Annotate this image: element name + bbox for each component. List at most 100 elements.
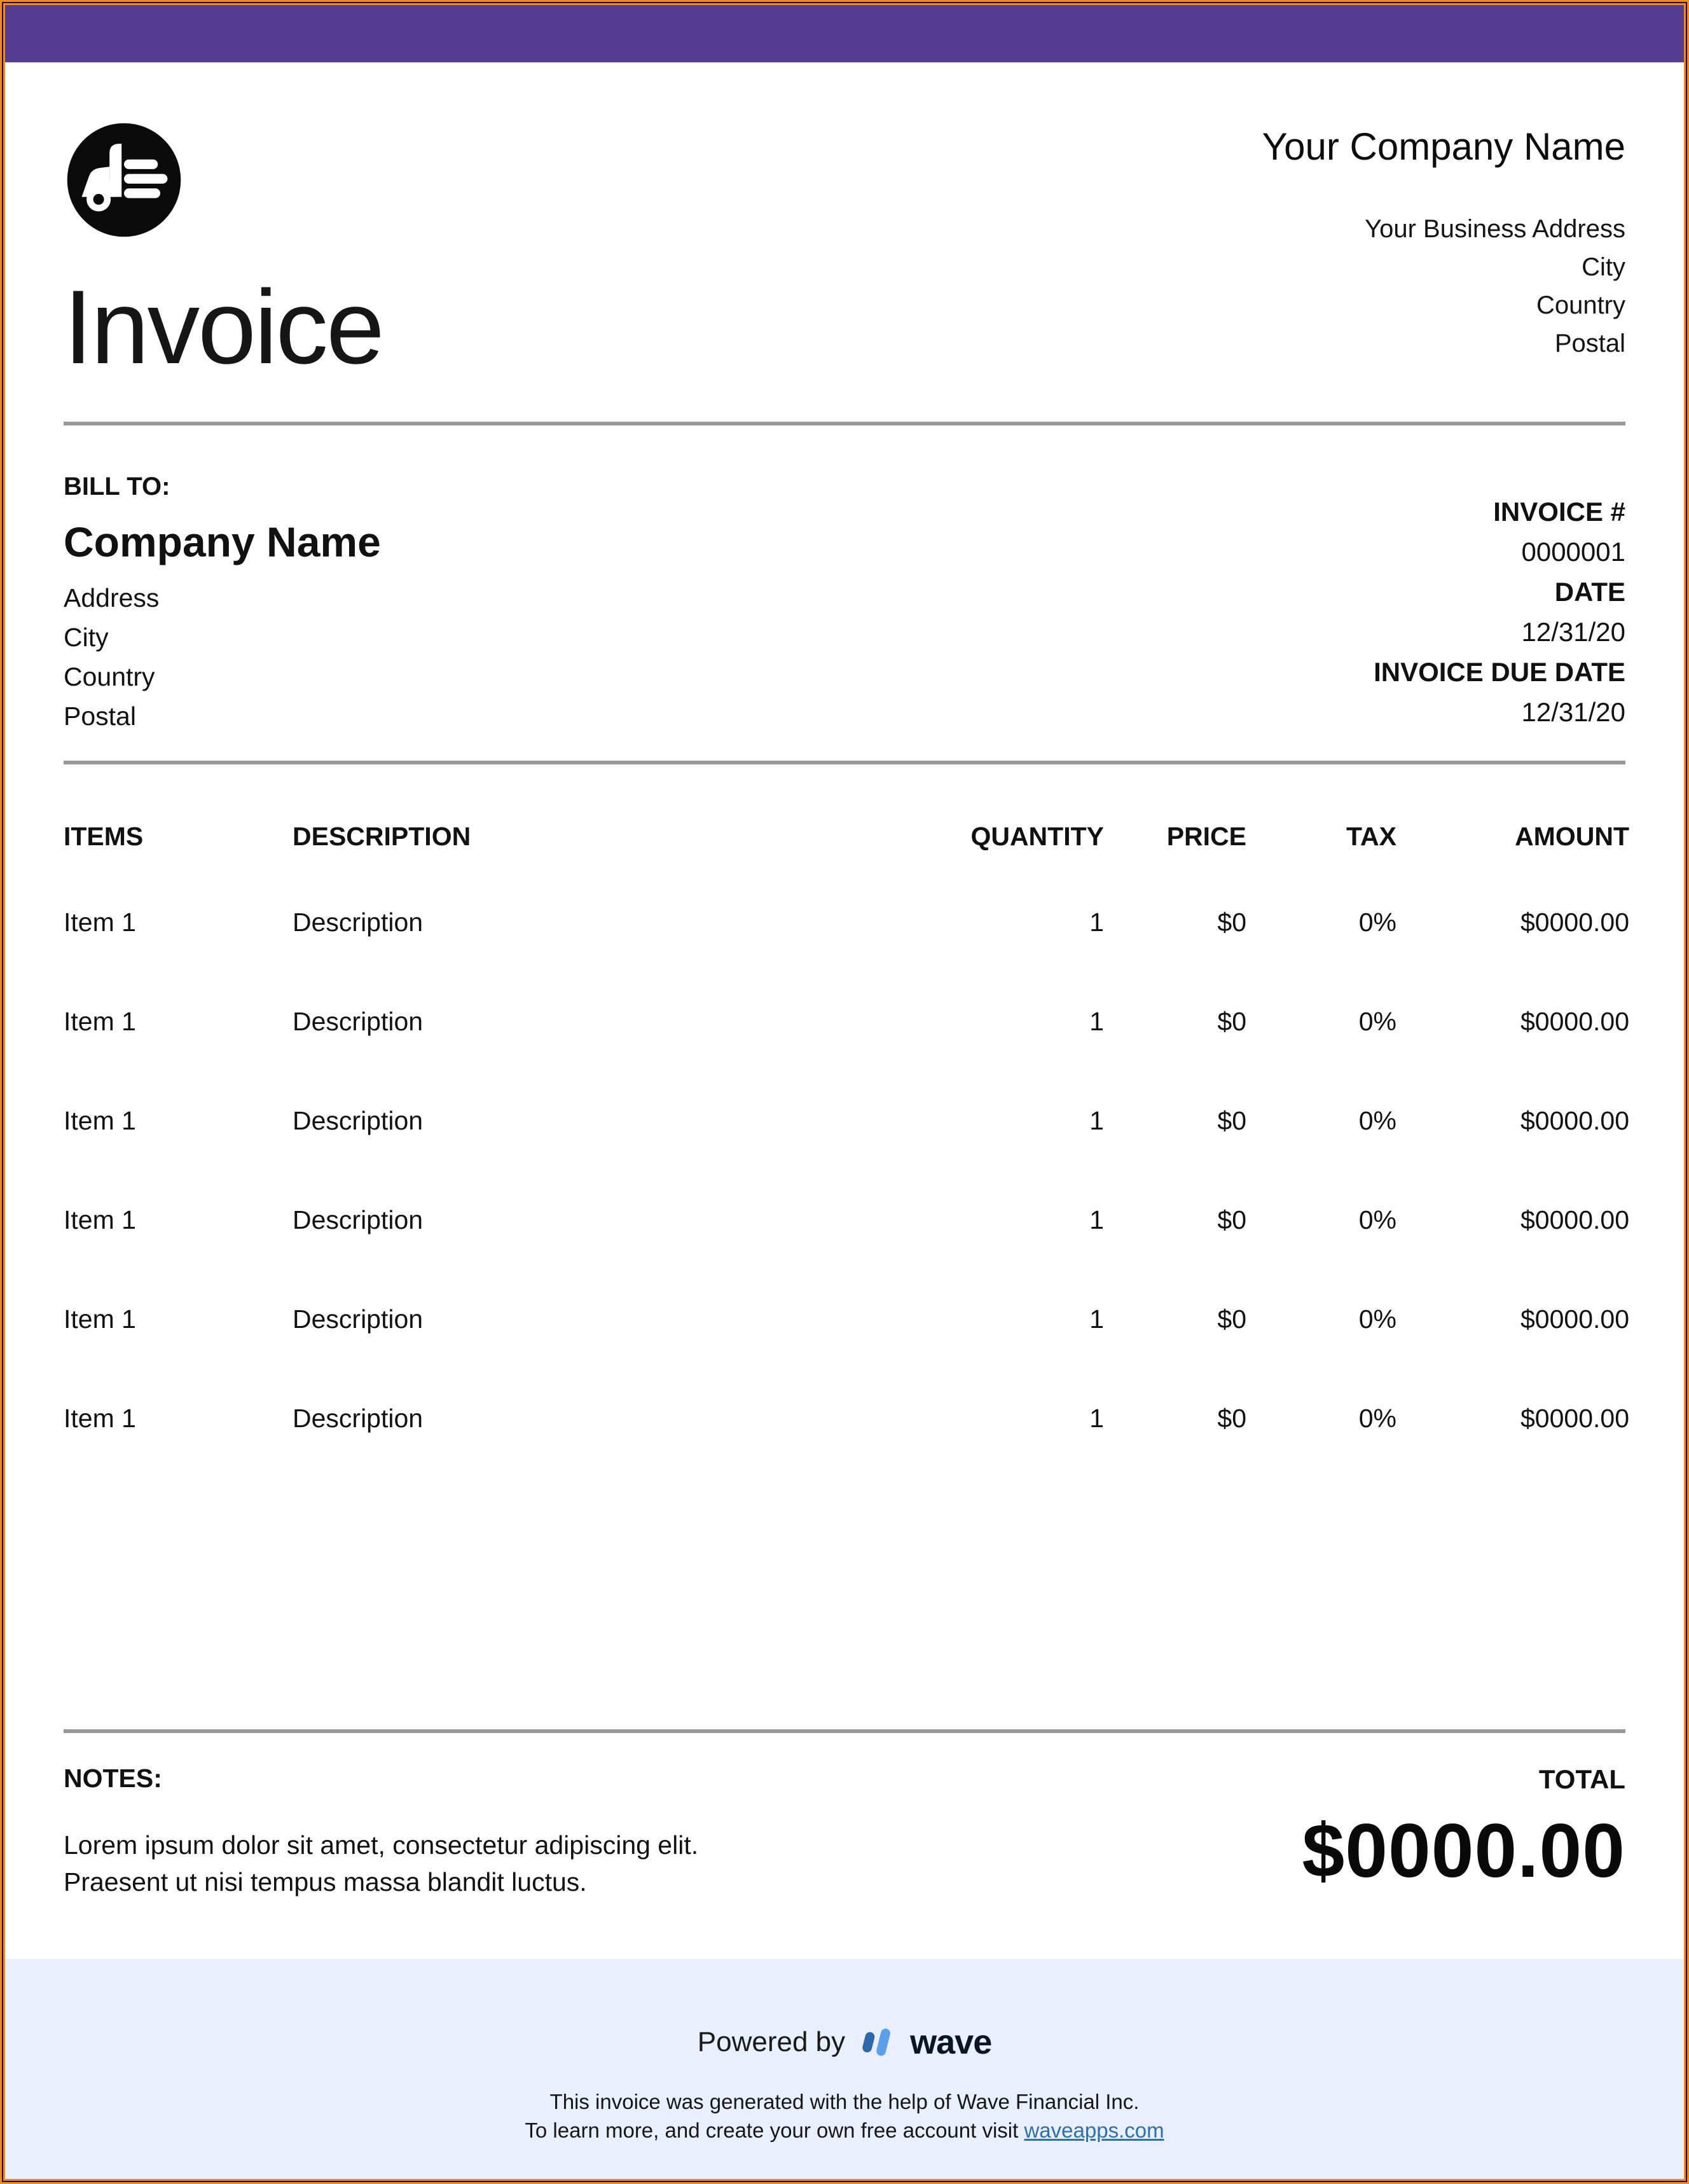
bill-to-company: Company Name [64, 518, 381, 565]
header-left: Invoice [64, 120, 385, 385]
cell-price: $0 [1217, 1304, 1246, 1334]
wave-logo-icon [862, 2028, 891, 2056]
invoice-date-label: DATE [1554, 577, 1625, 607]
table-row: Item 1 Description 1 $0 0% $0000.00 [64, 1303, 1629, 1335]
footer-line-2-text: To learn more, and create your own free … [525, 2118, 1024, 2142]
cell-price: $0 [1217, 1106, 1246, 1135]
table-row: Item 1 Description 1 $0 0% $0000.00 [64, 1204, 1629, 1236]
cell-price: $0 [1217, 1205, 1246, 1234]
col-header-price: PRICE [1166, 822, 1246, 851]
bill-to-line: Postal [64, 702, 136, 731]
cell-amount: $0000.00 [1520, 1007, 1629, 1036]
cell-item: Item 1 [64, 1106, 136, 1135]
footer-line-2: To learn more, and create your own free … [5, 2116, 1684, 2145]
table-row: Item 1 Description 1 $0 0% $0000.00 [64, 1402, 1629, 1434]
cell-item: Item 1 [64, 908, 136, 937]
cell-quantity: 1 [1089, 1205, 1104, 1234]
notes-text: Lorem ipsum dolor sit amet, consectetur … [64, 1827, 698, 1900]
cell-description: Description [293, 1205, 424, 1234]
cell-quantity: 1 [1089, 1404, 1104, 1433]
purple-header-bar [5, 5, 1684, 62]
company-block: Your Company Name Your Business Address … [1262, 120, 1625, 382]
company-address-line: Country [1536, 291, 1625, 319]
table-header-row: ITEMS DESCRIPTION QUANTITY PRICE TAX AMO… [64, 820, 1629, 852]
table-row: Item 1 Description 1 $0 0% $0000.00 [64, 1006, 1629, 1037]
document-title: Invoice [64, 268, 385, 385]
divider [64, 761, 1625, 764]
invoice-meta-block: INVOICE # 0000001 DATE 12/31/20 INVOICE … [1374, 492, 1625, 736]
footer-line-1: This invoice was generated with the help… [549, 2090, 1140, 2113]
notes-line: Praesent ut nisi tempus massa blandit lu… [64, 1867, 587, 1897]
cell-price: $0 [1217, 1007, 1246, 1036]
waveapps-link[interactable]: waveapps.com [1024, 2118, 1164, 2142]
invoice-number-value: 0000001 [1521, 537, 1625, 567]
cell-amount: $0000.00 [1520, 1304, 1629, 1334]
billing-section: BILL TO: Company Name Address City Count… [64, 471, 1625, 736]
bill-to-line: City [64, 623, 109, 652]
bill-to-line: Address [64, 583, 160, 612]
table-row: Item 1 Description 1 $0 0% $0000.00 [64, 906, 1629, 938]
cell-quantity: 1 [1089, 1106, 1104, 1135]
cell-tax: 0% [1358, 1304, 1396, 1334]
header-section: Invoice Your Company Name Your Business … [64, 120, 1625, 382]
cell-amount: $0000.00 [1520, 908, 1629, 937]
items-table: ITEMS DESCRIPTION QUANTITY PRICE TAX AMO… [64, 820, 1629, 1502]
col-header-items: ITEMS [64, 822, 144, 851]
cell-amount: $0000.00 [1520, 1404, 1629, 1433]
notes-line: Lorem ipsum dolor sit amet, consectetur … [64, 1830, 699, 1860]
invoice-due-date-value: 12/31/20 [1521, 697, 1626, 727]
divider [64, 1729, 1625, 1733]
cell-description: Description [293, 1404, 424, 1433]
bill-to-address: Address City Country Postal [64, 578, 381, 736]
invoice-date-value: 12/31/20 [1521, 617, 1626, 647]
bill-to-label: BILL TO: [64, 473, 170, 501]
cell-item: Item 1 [64, 1404, 136, 1433]
footer: Powered by wave This invoice was generat… [5, 1959, 1684, 2179]
cell-amount: $0000.00 [1520, 1205, 1629, 1234]
powered-by-text: Powered by [697, 2026, 846, 2057]
total-block: TOTAL $0000.00 [1302, 1763, 1625, 1900]
cell-description: Description [293, 1106, 424, 1135]
cell-item: Item 1 [64, 1007, 136, 1036]
cell-tax: 0% [1358, 1007, 1396, 1036]
cell-quantity: 1 [1089, 908, 1104, 937]
notes-block: NOTES: Lorem ipsum dolor sit amet, conse… [64, 1763, 698, 1900]
cell-quantity: 1 [1089, 1007, 1104, 1036]
powered-by-wave: Powered by wave [697, 2022, 992, 2062]
table-row: Item 1 Description 1 $0 0% $0000.00 [64, 1105, 1629, 1137]
page-content: Invoice Your Company Name Your Business … [5, 62, 1684, 1959]
footer-fine-print: This invoice was generated with the help… [5, 2087, 1684, 2145]
cell-item: Item 1 [64, 1205, 136, 1234]
invoice-page: Invoice Your Company Name Your Business … [3, 3, 1686, 2181]
cell-tax: 0% [1358, 1205, 1396, 1234]
cell-price: $0 [1217, 908, 1246, 937]
cell-tax: 0% [1358, 1404, 1396, 1433]
cell-quantity: 1 [1089, 1304, 1104, 1334]
cell-description: Description [293, 1007, 424, 1036]
company-address-line: Postal [1554, 329, 1625, 357]
cell-tax: 0% [1358, 908, 1396, 937]
invoice-due-date-label: INVOICE DUE DATE [1374, 657, 1625, 687]
wave-wordmark: wave [910, 2023, 992, 2061]
cell-description: Description [293, 1304, 424, 1334]
invoice-number-label: INVOICE # [1493, 497, 1625, 527]
total-label: TOTAL [1538, 1764, 1625, 1794]
cell-amount: $0000.00 [1520, 1106, 1629, 1135]
cell-item: Item 1 [64, 1304, 136, 1334]
company-address-line: City [1582, 253, 1625, 281]
col-header-quantity: QUANTITY [970, 822, 1104, 851]
col-header-tax: TAX [1346, 822, 1396, 851]
divider [64, 422, 1625, 425]
col-header-amount: AMOUNT [1515, 822, 1629, 851]
cell-description: Description [293, 908, 424, 937]
total-value: $0000.00 [1302, 1808, 1625, 1893]
company-name: Your Company Name [1262, 125, 1625, 168]
cell-price: $0 [1217, 1404, 1246, 1433]
company-address-line: Your Business Address [1365, 215, 1625, 243]
col-header-description: DESCRIPTION [293, 822, 471, 851]
notes-label: NOTES: [64, 1764, 162, 1793]
summary-section: NOTES: Lorem ipsum dolor sit amet, conse… [64, 1763, 1625, 1900]
cell-tax: 0% [1358, 1106, 1396, 1135]
